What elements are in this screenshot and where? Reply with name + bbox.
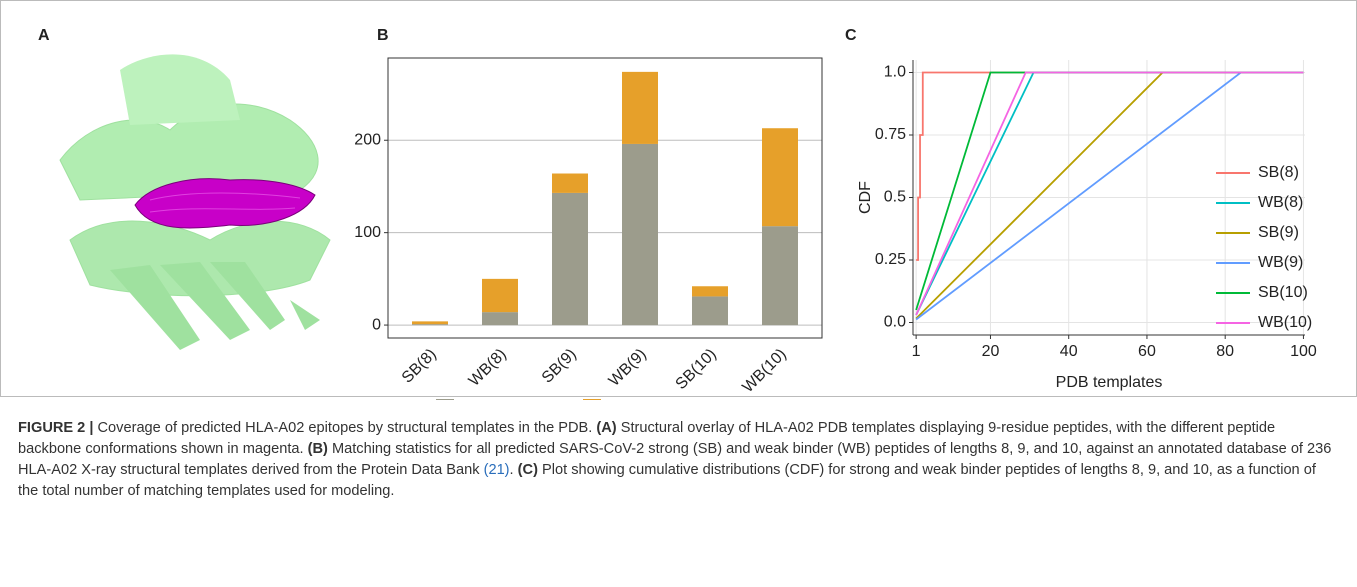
y-tick-label: 0.75: [875, 126, 906, 143]
caption-panel-ref: (C): [517, 462, 538, 478]
legend-label: Matched anchors: [460, 399, 583, 400]
bar-segment: [482, 312, 518, 326]
bar-segment: [552, 173, 588, 193]
x-tick-label: WB(9): [606, 346, 650, 390]
y-tick-label: 0.5: [884, 189, 906, 206]
bar-segment: [762, 226, 798, 326]
bar-segment: [482, 278, 518, 313]
bar-segment: [552, 192, 588, 326]
bar-segment: [692, 286, 728, 297]
legend-swatch: [583, 399, 601, 417]
legend-label: Unmatched anchors: [607, 399, 750, 400]
legend-label: SB(9): [1258, 224, 1299, 241]
bar-segment: [412, 324, 448, 326]
x-tick-label: 80: [1216, 343, 1234, 360]
caption-text: .: [509, 462, 514, 478]
x-tick-label: WB(10): [739, 346, 789, 396]
panel-label: C: [845, 27, 857, 44]
legend-label: SB(10): [1258, 284, 1308, 301]
x-tick-label: WB(8): [466, 346, 510, 390]
caption-panel-ref: (A): [596, 420, 617, 436]
caption-panel-ref: (B): [307, 441, 328, 457]
legend-label: SB(8): [1258, 164, 1299, 181]
x-tick-label: 60: [1138, 343, 1156, 360]
bar-segment: [412, 321, 448, 325]
caption-text: Matching statistics for all predicted SA…: [18, 441, 1332, 478]
legend-swatch: [436, 399, 454, 417]
y-tick-label: 0.25: [875, 251, 906, 268]
x-tick-label: SB(10): [673, 346, 720, 393]
bar-segment: [692, 296, 728, 326]
cdf-line: [916, 71, 1304, 261]
x-tick-label: 1: [912, 343, 921, 360]
plot-border: [387, 57, 823, 339]
protein-structure: [59, 54, 331, 350]
y-tick-label: 0: [372, 316, 381, 333]
bar-segment: [762, 128, 798, 227]
bar-segment: [622, 71, 658, 144]
y-tick-label: 1.0: [884, 64, 906, 81]
plot-area: [388, 58, 822, 338]
x-tick-label: SB(9): [539, 346, 580, 387]
y-tick-label: 200: [354, 131, 381, 148]
y-tick-label: 100: [354, 224, 381, 241]
caption-text: Structural overlay of HLA-A02 PDB templa…: [18, 420, 1276, 457]
legend-label: WB(10): [1258, 314, 1312, 331]
caption: FIGURE 2 | Coverage of predicted HLA-A02…: [18, 418, 1338, 502]
legend-label: WB(8): [1258, 194, 1303, 211]
cdf-line: [915, 71, 1304, 316]
x-tick-label: 100: [1290, 343, 1317, 360]
panel-label: B: [377, 27, 389, 44]
x-axis-title: PDB templates: [1056, 374, 1163, 391]
x-tick-label: 20: [982, 343, 1000, 360]
citation-link[interactable]: (21): [483, 462, 510, 478]
figure-panels: A B C 0 100 200 SB(8) WB(8) SB(9) WB(9) SB(10) W…: [0, 0, 1357, 417]
bar-segment: [622, 143, 658, 326]
x-tick-label: SB(8): [399, 346, 440, 387]
x-tick-label: 40: [1060, 343, 1078, 360]
peptide-backbones: [134, 178, 316, 229]
panel-label: A: [38, 27, 50, 44]
y-axis-title: CDF: [857, 181, 874, 214]
y-tick-label: 0.0: [884, 314, 906, 331]
caption-label: FIGURE 2 |: [18, 420, 94, 436]
caption-text: Coverage of predicted HLA-A02 epitopes b…: [97, 420, 593, 436]
cdf-line: [915, 71, 1304, 316]
caption-text: Plot showing cumulative distributions (C…: [18, 462, 1316, 499]
legend-label: WB(9): [1258, 254, 1303, 271]
